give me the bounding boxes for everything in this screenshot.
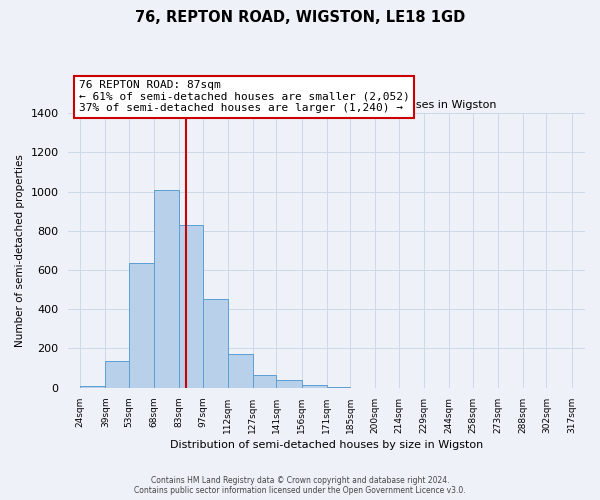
Y-axis label: Number of semi-detached properties: Number of semi-detached properties [15, 154, 25, 347]
Text: 76, REPTON ROAD, WIGSTON, LE18 1GD: 76, REPTON ROAD, WIGSTON, LE18 1GD [135, 10, 465, 25]
Title: Size of property relative to semi-detached houses in Wigston: Size of property relative to semi-detach… [157, 100, 497, 110]
Bar [154, 190, 179, 388]
X-axis label: Distribution of semi-detached houses by size in Wigston: Distribution of semi-detached houses by … [170, 440, 484, 450]
Text: Contains HM Land Registry data © Crown copyright and database right 2024.
Contai: Contains HM Land Registry data © Crown c… [134, 476, 466, 495]
Bar [129, 263, 154, 388]
Bar [179, 225, 203, 388]
Bar [253, 375, 277, 388]
Bar [80, 386, 106, 388]
Bar [106, 361, 129, 388]
Bar [228, 354, 253, 388]
Bar [302, 384, 327, 388]
Bar [277, 380, 302, 388]
Bar [327, 386, 350, 388]
Text: 76 REPTON ROAD: 87sqm
← 61% of semi-detached houses are smaller (2,052)
37% of s: 76 REPTON ROAD: 87sqm ← 61% of semi-deta… [79, 80, 409, 113]
Bar [203, 300, 228, 388]
